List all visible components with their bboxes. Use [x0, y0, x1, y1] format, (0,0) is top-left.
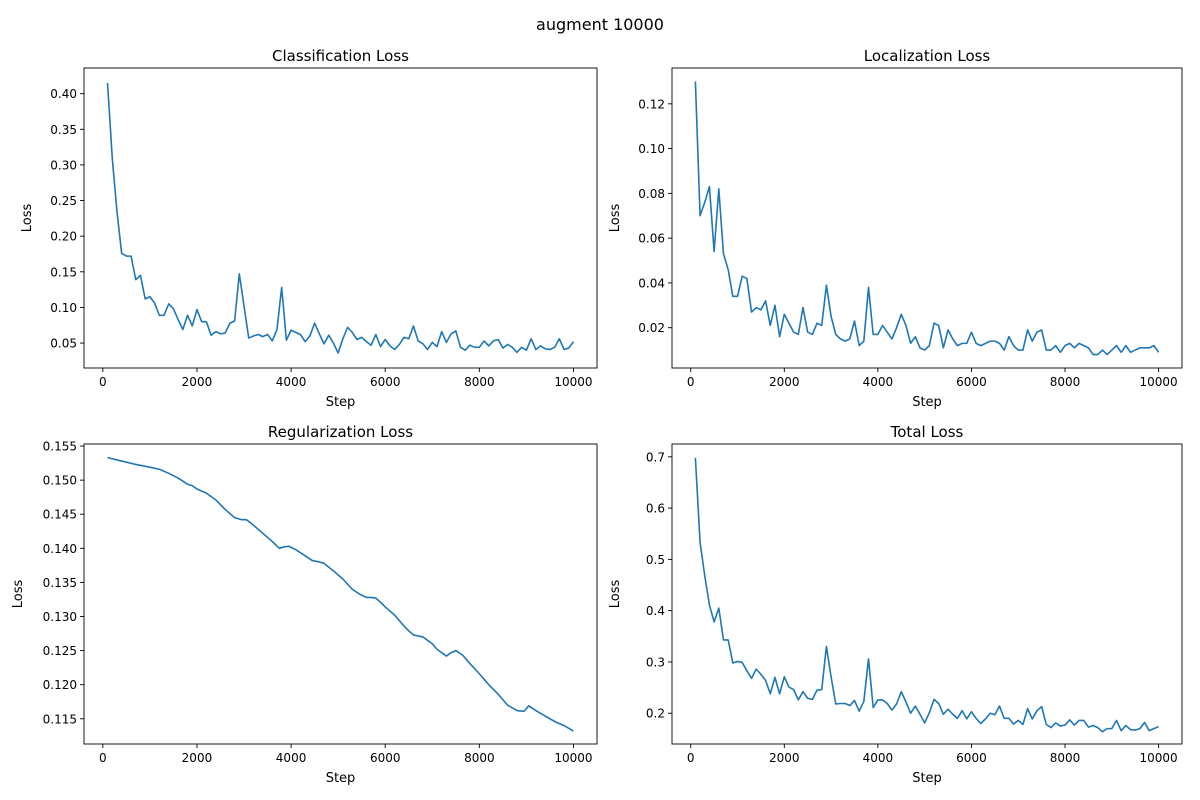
y-tick-label: 0.115 [43, 712, 77, 726]
x-tick-label: 6000 [956, 751, 987, 765]
x-tick-label: 2000 [182, 375, 213, 389]
subplot-3: 0 2000 4000 6000 8000 10000 0.115 0.120 0.125 0.1… [11, 423, 598, 786]
y-tick-label: 0.15 [50, 265, 77, 279]
y-axis-label: Loss [608, 580, 623, 609]
y-tick-label: 0.12 [638, 97, 665, 111]
x-tick-label: 0 [687, 751, 695, 765]
y-tick-label: 0.02 [638, 321, 665, 335]
subplot-1: 0 2000 4000 6000 8000 10000 0.05 0.10 0.15 0.20 0.… [20, 47, 598, 410]
y-axis-label: Loss [11, 580, 26, 609]
y-tick-label: 0.05 [50, 337, 77, 351]
x-tick-label: 0 [99, 751, 107, 765]
x-axis-label: Step [326, 771, 356, 786]
y-tick-label: 0.5 [646, 553, 665, 567]
y-tick-label: 0.25 [50, 194, 77, 208]
x-tick-label: 10000 [554, 375, 592, 389]
x-axis-label: Step [912, 771, 942, 786]
y-tick-label: 0.30 [50, 158, 77, 172]
x-tick-label: 2000 [769, 375, 800, 389]
subplot-title: Total Loss [890, 423, 964, 441]
y-tick-label: 0.150 [43, 474, 77, 488]
y-tick-label: 0.7 [646, 450, 665, 464]
axes-frame [671, 67, 1183, 369]
series-line [694, 81, 1160, 356]
series-line [694, 457, 1159, 733]
x-axis-label: Step [912, 395, 942, 410]
subplot-title: Classification Loss [272, 47, 409, 65]
axes-frame [671, 443, 1183, 745]
subplot-title: Regularization Loss [268, 423, 413, 441]
y-tick-label: 0.155 [43, 440, 77, 454]
y-tick-label: 0.3 [646, 655, 665, 669]
axes-frame [83, 67, 598, 369]
y-tick-label: 0.4 [646, 604, 665, 618]
y-tick-label: 0.2 [646, 707, 665, 721]
x-tick-label: 0 [99, 375, 107, 389]
x-tick-label: 8000 [464, 751, 495, 765]
x-tick-label: 6000 [370, 751, 401, 765]
y-tick-label: 0.125 [43, 644, 77, 658]
x-tick-label: 0 [687, 375, 695, 389]
subplot-title: Localization Loss [864, 47, 991, 65]
x-tick-label: 10000 [554, 751, 592, 765]
axes-frame [83, 443, 598, 745]
y-tick-label: 0.130 [43, 610, 77, 624]
y-tick-label: 0.120 [43, 678, 77, 692]
x-tick-label: 8000 [1050, 751, 1081, 765]
y-tick-label: 0.10 [50, 301, 77, 315]
y-tick-label: 0.20 [50, 230, 77, 244]
x-tick-label: 6000 [956, 375, 987, 389]
y-tick-label: 0.10 [638, 142, 665, 156]
x-tick-label: 4000 [276, 751, 307, 765]
subplot-grid: 0 2000 4000 6000 8000 100000.050.100.150.200.… [11, 47, 1183, 786]
series-line [106, 82, 575, 354]
x-tick-label: 2000 [182, 751, 213, 765]
y-tick-label: 0.06 [638, 232, 665, 246]
x-tick-label: 8000 [464, 375, 495, 389]
y-tick-label: 0.08 [638, 187, 665, 201]
subplot-2: 0 2000 4000 6000 8000 10000 0.02 0.04 0.06 0.08 0.… [608, 47, 1183, 410]
x-tick-label: 4000 [276, 375, 307, 389]
y-tick-label: 0.145 [43, 508, 77, 522]
x-tick-label: 10000 [1140, 375, 1178, 389]
x-tick-label: 10000 [1140, 751, 1178, 765]
y-axis-label: Loss [608, 204, 623, 233]
subplot-4: 0 2000 4000 6000 8000 10000 0.2 0.3 0.4 0.5 0.6 0.7… [608, 423, 1183, 786]
y-tick-label: 0.135 [43, 576, 77, 590]
y-tick-label: 0.140 [43, 542, 77, 556]
y-tick-label: 0.40 [50, 87, 77, 101]
y-tick-label: 0.35 [50, 123, 77, 137]
x-tick-label: 2000 [769, 751, 800, 765]
x-axis-label: Step [326, 395, 356, 410]
y-tick-label: 0.04 [638, 276, 665, 290]
x-tick-label: 6000 [370, 375, 401, 389]
series-line [107, 456, 574, 732]
x-tick-label: 4000 [863, 375, 894, 389]
x-tick-label: 4000 [863, 751, 894, 765]
y-tick-label: 0.6 [646, 502, 665, 516]
y-axis-label: Loss [20, 204, 35, 233]
figure-suptitle: augment 10000 [536, 15, 664, 34]
x-tick-label: 8000 [1050, 375, 1081, 389]
